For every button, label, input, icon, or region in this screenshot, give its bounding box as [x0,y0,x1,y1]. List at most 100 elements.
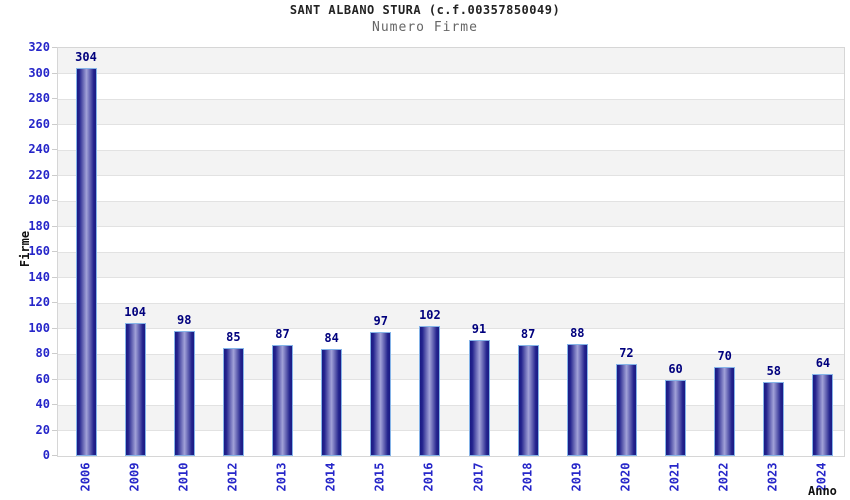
x-tick-label: 2010 [166,459,200,495]
bar-value-label: 70 [717,348,732,363]
bar [272,345,294,456]
x-tick-label: 2014 [314,459,348,495]
grid-line [58,353,844,355]
grid-line [58,430,844,431]
y-tick-label: 180 [28,218,50,233]
y-axis-tick [52,225,57,227]
bar [222,347,244,456]
y-tick-label: 300 [28,65,50,80]
bar [370,332,392,456]
bar [468,339,490,456]
bar-value-label: 102 [419,307,441,322]
x-tick-label: 2021 [658,459,692,495]
y-tick-label: 20 [35,422,50,437]
y-tick-label: 320 [28,40,50,54]
y-axis-tick [52,378,57,380]
x-tick-label-text: 2022 [716,462,731,492]
bar-value-label: 64 [815,356,831,371]
bar [173,331,195,456]
grid-line [58,404,844,406]
x-tick-label-text: 2006 [78,462,92,492]
y-axis-tick [52,72,57,74]
bar-value-label: 84 [324,330,339,345]
x-tick-label: 2006 [68,459,102,495]
grid-band [58,226,844,252]
grid-band [58,175,844,201]
y-tick-label: 40 [35,397,50,411]
y-axis-tick [52,123,57,125]
y-axis-tick [52,47,57,48]
bar-value-label: 72 [619,346,634,361]
bar-value-label: 97 [373,314,388,329]
y-axis-tick [52,200,57,201]
bar-value-label: 104 [124,305,146,320]
y-tick-label: 80 [35,346,50,360]
y-axis-tick [52,149,57,150]
bar-value-label: 87 [275,327,290,342]
grid-line [58,277,844,278]
grid-band [58,124,844,150]
x-tick-label-text: 2018 [520,462,535,492]
x-tick-label: 2022 [707,459,741,495]
bar-value-label: 91 [471,321,487,336]
grid-band [58,99,844,125]
bar [321,348,343,456]
y-axis-tick [52,251,57,252]
bar-value-label: 60 [668,361,683,376]
grid-line [58,73,844,74]
x-tick-label-text: 2017 [471,462,486,492]
x-tick-label: 2015 [363,459,397,495]
y-tick-label: 0 [42,448,50,462]
y-axis-tick [52,98,57,99]
bar [517,345,539,456]
grid-band [58,252,844,278]
x-tick-label-text: 2013 [274,462,289,492]
grid-band [58,201,844,227]
grid-line [58,200,844,202]
x-tick-label-text: 2020 [618,462,633,492]
grid-line [58,328,844,329]
bar [615,364,637,456]
bar [763,382,785,456]
x-axis-label: Anno [808,484,837,498]
x-tick-label-text: 2012 [225,462,240,492]
x-tick-label-text: 2023 [765,462,780,492]
x-tick-label: 2012 [215,459,249,495]
x-tick-label: 2023 [756,459,790,495]
grid-line [58,251,844,253]
x-tick-label: 2020 [608,459,642,495]
y-tick-label: 100 [28,320,50,335]
y-axis-tick [52,327,57,329]
x-tick-label-text: 2019 [569,462,584,492]
x-tick-label-text: 2009 [127,462,142,492]
grid-band [58,48,844,74]
grid-line [58,149,844,151]
bar-value-label: 98 [177,313,192,328]
x-tick-label: 2009 [117,459,151,495]
plot-area: 304 104 98 85 87 84 97 102 91 87 88 72 60 70 58 64 [57,47,845,457]
x-tick-label-text: 2016 [421,462,436,492]
y-axis-tick [52,174,57,176]
y-axis-tick [52,302,57,303]
y-tick-label: 280 [28,91,50,105]
bar [75,68,97,456]
grid-line [58,379,844,380]
grid-band [58,73,844,99]
x-tick-label: 2018 [510,459,544,495]
y-tick-label: 120 [28,295,50,309]
chart-title: SANT ALBANO STURA (c.f.00357850049) [289,3,561,17]
grid-line [58,302,844,304]
y-axis-tick [52,353,57,354]
bar-value-label: 88 [570,325,585,340]
x-tick-label-text: 2021 [667,462,682,492]
x-tick-label: 2019 [559,459,593,495]
grid-line [58,175,844,176]
bar [566,343,588,456]
y-tick-label: 220 [28,167,50,182]
bar [124,323,146,456]
y-tick-label: 160 [28,244,50,258]
x-tick-label-text: 2010 [176,462,191,492]
y-axis-tick [52,429,57,431]
bar-value-label: 85 [226,329,241,344]
y-axis-tick [52,276,57,278]
